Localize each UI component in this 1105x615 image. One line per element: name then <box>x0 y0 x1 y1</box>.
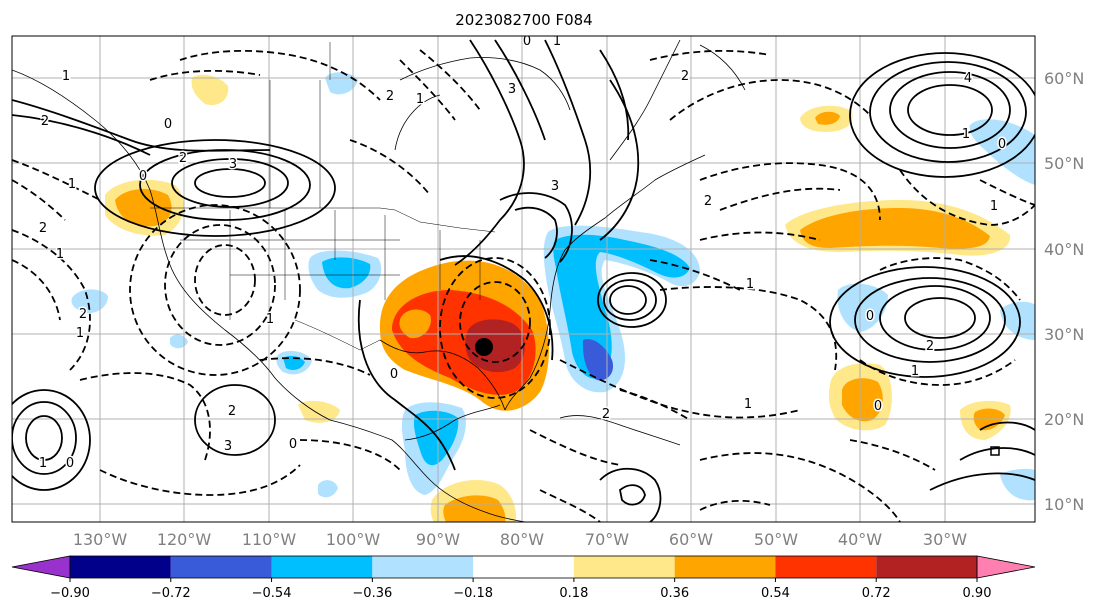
contour-label: 0 <box>998 137 1006 152</box>
contour-label: 2 <box>39 221 47 236</box>
coastlines <box>12 39 746 522</box>
colorbar-tick-label: −0.18 <box>453 586 493 601</box>
lon-label: 90°W <box>416 530 460 549</box>
contours-positive <box>12 39 1035 522</box>
contour-label: 1 <box>553 34 561 49</box>
colorbar: −0.90 −0.72 −0.54 −0.36 −0.18 0.18 0.36 0.54 0.7… <box>11 555 1036 601</box>
lon-label: 100°W <box>326 530 381 549</box>
contour-label: 2 <box>681 69 689 84</box>
contour-label: 1 <box>962 127 970 142</box>
contour-label: 1 <box>68 177 76 192</box>
contour-label: 1 <box>56 247 64 262</box>
lat-label: 30°N <box>1044 325 1084 344</box>
colorbar-segment <box>674 556 776 578</box>
contour-label: 1 <box>990 199 998 214</box>
contour-label: 1 <box>76 326 84 341</box>
political-borders <box>150 42 496 351</box>
colorbar-tick-label: 0.18 <box>559 586 588 601</box>
colorbar-segment <box>271 556 373 578</box>
colorbar-tick-label: −0.36 <box>352 586 392 601</box>
contour-label: 1 <box>744 397 752 412</box>
lon-label: 120°W <box>157 530 212 549</box>
shaded-anomalies <box>71 72 1035 522</box>
contour-label: 1 <box>266 312 274 327</box>
contour-label: 2 <box>386 89 394 104</box>
colorbar-tick-label: 0.54 <box>761 586 790 601</box>
colorbar-segment <box>473 556 574 578</box>
colorbar-tick-label: −0.72 <box>151 586 191 601</box>
colorbar-segment <box>573 556 675 578</box>
contour-label: 2 <box>41 114 49 129</box>
lat-label: 40°N <box>1044 240 1084 259</box>
contour-label: 3 <box>551 179 559 194</box>
colorbar-tick-label: 0.36 <box>660 586 689 601</box>
lon-label: 110°W <box>242 530 297 549</box>
colorbar-frame <box>69 555 978 579</box>
colorbar-tick-label: −0.54 <box>252 586 292 601</box>
lon-label: 60°W <box>669 530 713 549</box>
colorbar-arrow-high <box>976 555 1036 579</box>
contour-label: 3 <box>224 439 232 454</box>
lon-label: 80°W <box>500 530 544 549</box>
colorbar-segment <box>775 556 877 578</box>
lat-label: 50°N <box>1044 154 1084 173</box>
contour-label: 2 <box>602 407 610 422</box>
contours-negative <box>12 49 1035 522</box>
longitude-labels: 130°W 120°W 110°W 100°W 90°W 80°W 70°W 6… <box>73 530 967 549</box>
contour-label: 1 <box>746 277 754 292</box>
contour-label: 2 <box>79 307 87 322</box>
lon-label: 130°W <box>73 530 128 549</box>
contour-label: 1 <box>911 364 919 379</box>
contour-label: 0 <box>874 399 882 414</box>
storm-center-marker <box>475 338 493 356</box>
colorbar-arrow-low <box>11 555 71 579</box>
contour-label: 2 <box>704 194 712 209</box>
colorbar-tick-label: 0.90 <box>963 586 992 601</box>
contour-label: 0 <box>66 456 74 471</box>
contour-label: 0 <box>164 117 172 132</box>
contour-label: 0 <box>289 437 297 452</box>
lat-label: 60°N <box>1044 69 1084 88</box>
colorbar-tick-label: −0.90 <box>50 586 90 601</box>
colorbar-segment <box>876 556 977 578</box>
contour-label: 2 <box>228 404 236 419</box>
figure-title: 2023082700 F084 <box>455 11 592 29</box>
lon-label: 50°W <box>754 530 798 549</box>
colorbar-segment <box>372 556 474 578</box>
lat-label: 20°N <box>1044 410 1084 429</box>
contour-label: 1 <box>62 69 70 84</box>
colorbar-tick-label: 0.72 <box>862 586 891 601</box>
contour-label: 0 <box>139 169 147 184</box>
contour-label: 1 <box>416 92 424 107</box>
positive-anomaly-gulf-core <box>465 319 525 373</box>
contour-label: 4 <box>964 71 972 86</box>
contour-label: 1 <box>39 456 47 471</box>
contour-label: 0 <box>866 309 874 324</box>
contour-label: 0 <box>390 367 398 382</box>
colorbar-segment <box>170 556 272 578</box>
contour-label: 3 <box>508 82 516 97</box>
contour-label: 0 <box>523 34 531 49</box>
map-frame <box>11 35 1036 523</box>
latitude-labels: 60°N 50°N 40°N 30°N 20°N 10°N <box>1044 69 1084 514</box>
lat-label: 10°N <box>1044 495 1084 514</box>
contour-label: 3 <box>229 157 237 172</box>
lon-label: 40°W <box>838 530 882 549</box>
colorbar-segment <box>70 556 171 578</box>
contour-label: 2 <box>926 339 934 354</box>
contour-label: 2 <box>179 151 187 166</box>
contour-small-box <box>990 446 1000 456</box>
lon-label: 70°W <box>585 530 629 549</box>
lon-label: 30°W <box>923 530 967 549</box>
